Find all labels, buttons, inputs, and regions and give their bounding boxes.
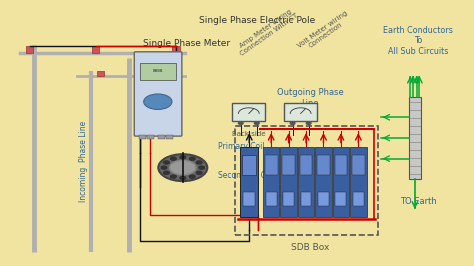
Bar — [232, 103, 265, 121]
Bar — [140, 63, 176, 80]
Circle shape — [164, 161, 169, 164]
Circle shape — [164, 171, 169, 174]
Bar — [300, 155, 312, 175]
Text: 8888: 8888 — [153, 69, 163, 73]
Bar — [336, 192, 346, 206]
Bar — [243, 192, 255, 206]
Bar — [242, 155, 256, 175]
Text: Single Phase Meter: Single Phase Meter — [143, 39, 230, 48]
Bar — [263, 147, 279, 217]
Text: Outgoing Phase
Line: Outgoing Phase Line — [277, 88, 344, 107]
Bar — [335, 155, 347, 175]
Bar — [172, 46, 180, 53]
Bar — [173, 71, 179, 76]
Bar — [352, 155, 365, 175]
Bar — [315, 147, 332, 217]
Circle shape — [238, 122, 243, 124]
Circle shape — [199, 166, 204, 169]
Circle shape — [144, 94, 172, 110]
Text: Earth Conductors
To
All Sub Circuits: Earth Conductors To All Sub Circuits — [383, 26, 453, 56]
Circle shape — [158, 154, 207, 181]
Circle shape — [196, 171, 202, 174]
Bar — [317, 155, 330, 175]
Bar — [166, 135, 173, 139]
Bar — [26, 46, 34, 53]
Text: Back side: Back side — [232, 131, 265, 137]
Circle shape — [161, 166, 167, 169]
Bar — [92, 46, 100, 53]
Circle shape — [170, 160, 196, 175]
Text: Amp Meter wiring
Connection With CT: Amp Meter wiring Connection With CT — [236, 7, 300, 57]
Circle shape — [306, 122, 311, 124]
Circle shape — [180, 176, 186, 180]
Bar — [318, 192, 329, 206]
Bar — [266, 192, 277, 206]
Bar — [350, 147, 366, 217]
Bar — [280, 147, 297, 217]
Bar — [283, 192, 294, 206]
Text: SDB Box: SDB Box — [291, 243, 329, 252]
Bar — [265, 155, 277, 175]
Circle shape — [196, 161, 202, 164]
Bar — [353, 192, 364, 206]
Bar — [147, 135, 154, 139]
Bar — [240, 147, 258, 217]
Bar — [97, 71, 104, 76]
Text: Primary Coil: Primary Coil — [218, 143, 265, 151]
Circle shape — [290, 122, 295, 124]
Bar — [301, 192, 311, 206]
Circle shape — [255, 122, 259, 124]
Text: Incoming  Phase Line: Incoming Phase Line — [79, 120, 88, 202]
Bar — [139, 135, 146, 139]
Bar — [409, 97, 421, 179]
Bar — [282, 155, 295, 175]
Text: Single Phase Electric Pole: Single Phase Electric Pole — [199, 16, 316, 25]
Text: Volt Meter wiring
Connection: Volt Meter wiring Connection — [296, 10, 352, 54]
Circle shape — [190, 157, 195, 160]
FancyBboxPatch shape — [134, 52, 182, 136]
Circle shape — [171, 175, 176, 178]
Bar — [333, 147, 349, 217]
Text: Secondary Coil: Secondary Coil — [218, 171, 275, 180]
Bar — [298, 147, 314, 217]
Circle shape — [180, 156, 186, 159]
Bar — [158, 135, 165, 139]
Text: TO Earth: TO Earth — [400, 197, 437, 206]
Bar — [284, 103, 317, 121]
Circle shape — [190, 175, 195, 178]
Circle shape — [171, 157, 176, 160]
Bar — [235, 126, 378, 235]
